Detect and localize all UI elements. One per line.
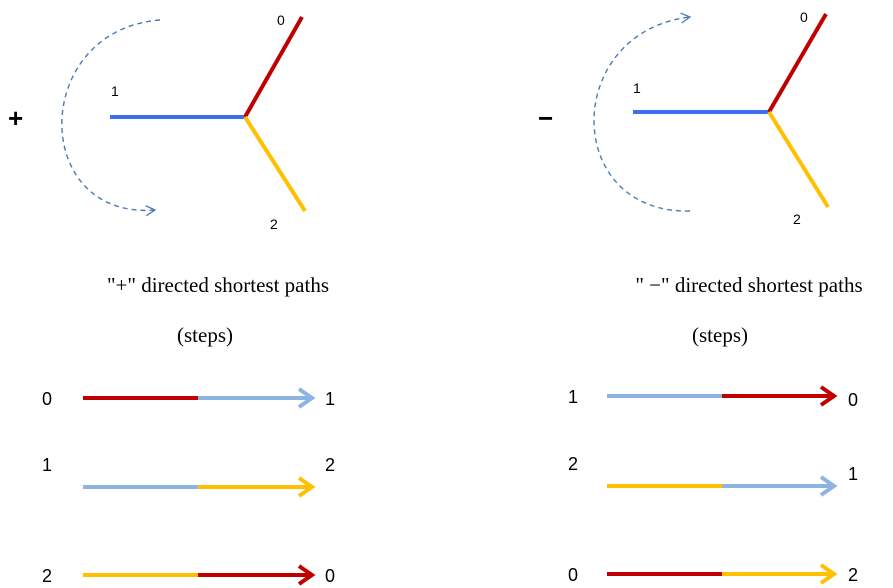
path-end-node: 2 <box>848 565 858 585</box>
path-end-node: 1 <box>848 464 858 484</box>
arrowhead <box>819 385 838 407</box>
minus-caption: " −" directed shortest paths <box>635 273 862 297</box>
node-label-1: 1 <box>111 83 119 99</box>
node-label-0: 0 <box>800 9 808 25</box>
plus-path-list: 0 11 22 0 <box>42 387 335 586</box>
minus-steps-label: (steps) <box>692 323 748 347</box>
path-start-node: 0 <box>42 389 52 409</box>
branch-2 <box>243 115 307 213</box>
plus-panel: + 1 0 2 "+" directed shortest paths (ste… <box>8 12 335 586</box>
plus-sign: + <box>8 103 23 133</box>
path-start-node: 0 <box>568 565 578 585</box>
node-label-1: 1 <box>633 80 641 96</box>
path-end-node: 2 <box>325 455 335 475</box>
plus-caption: "+" directed shortest paths <box>107 273 329 297</box>
minus-sign: − <box>538 103 553 133</box>
path-start-node: 2 <box>42 566 52 586</box>
minus-path-list: 1 02 10 2 <box>568 385 858 585</box>
branch-0 <box>767 12 828 114</box>
plus-steps-label: (steps) <box>177 323 233 347</box>
arrowhead <box>819 475 838 497</box>
arrowhead <box>819 563 838 585</box>
arrowhead <box>297 564 316 586</box>
arrowhead <box>297 387 316 409</box>
branch-0 <box>243 16 304 118</box>
node-label-0: 0 <box>277 12 285 28</box>
path-start-node: 2 <box>568 454 578 474</box>
path-start-node: 1 <box>568 387 578 407</box>
rotation-arrow-counterclockwise <box>593 12 692 212</box>
node-label-2: 2 <box>793 211 801 227</box>
branch-2 <box>767 110 830 209</box>
rotation-arrow-clockwise <box>61 19 161 217</box>
path-end-node: 0 <box>325 566 335 586</box>
path-start-node: 1 <box>42 455 52 475</box>
minus-panel: − 1 0 2 " −" directed shortest paths (st… <box>538 9 863 585</box>
path-end-node: 1 <box>325 389 335 409</box>
node-label-2: 2 <box>270 216 278 232</box>
path-end-node: 0 <box>848 390 858 410</box>
arrowhead <box>297 476 316 498</box>
